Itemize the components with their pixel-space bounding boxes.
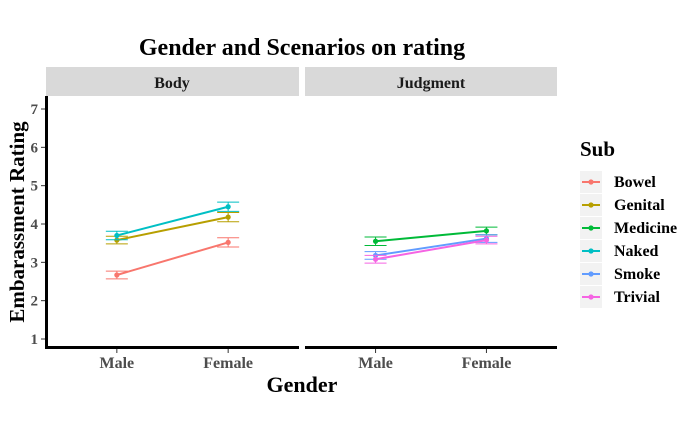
data-point-trivial [372,256,379,262]
series-line-bowel [116,241,229,276]
chart-title: Gender and Scenarios on rating [139,35,465,61]
data-point-bowel [225,239,231,245]
data-point-naked [225,204,231,210]
y-tick-label: 3 [31,255,39,271]
legend-title: Sub [580,137,615,161]
legend-label-trivial: Trivial [614,289,660,306]
legend-label-bowel: Bowel [614,174,656,191]
panel-label-body: Body [154,75,190,92]
series-layer [105,201,498,280]
series-line-naked [116,205,229,237]
y-axis-title: Embarassment Rating [5,121,29,323]
series-bowel [105,237,240,280]
data-point-bowel [114,272,120,278]
x-tick-label: Female [462,355,512,372]
legend-label-naked: Naked [614,243,659,260]
series-line-trivial [375,239,487,261]
data-point-medicine [372,238,379,244]
x-tick-label: Male [100,355,135,372]
x-tick-label: Female [203,355,253,372]
legend: Bowel Genital Medicine Naked Smoke Trivial [580,171,677,308]
data-point-trivial [483,237,490,243]
legend-marker-trivial [588,294,594,300]
y-tick-label: 1 [31,332,39,348]
series-trivial [364,235,498,264]
legend-marker-genital [588,202,594,208]
legend-marker-naked [588,248,594,254]
y-tick-label: 4 [31,217,39,233]
legend-marker-bowel [588,179,594,185]
legend-label-medicine: Medicine [614,220,677,237]
series-line-smoke [375,237,487,257]
y-tick-label: 5 [31,179,39,195]
y-tick-label: 2 [31,294,39,310]
panel-strip-judgment [305,67,557,96]
data-point-naked [114,232,120,239]
series-naked [105,201,240,241]
y-axis-ticks: 1 2 3 4 5 6 7 [31,102,45,348]
panel-label-judgment: Judgment [397,75,466,92]
x-axis-ticks: Male Female Male Female [100,349,512,372]
legend-label-genital: Genital [614,197,665,214]
series-line-medicine [375,229,487,243]
legend-marker-smoke [588,271,594,277]
legend-marker-medicine [588,225,594,231]
series-line-genital [116,216,229,242]
x-axis-title: Gender [267,372,338,397]
data-point-medicine [483,228,490,234]
x-tick-label: Male [358,355,393,372]
series-medicine [364,226,498,246]
panel-strip-body [46,67,299,96]
y-tick-label: 6 [31,140,39,156]
y-tick-label: 7 [31,102,39,118]
legend-label-smoke: Smoke [614,266,660,283]
data-point-genital [225,214,231,220]
